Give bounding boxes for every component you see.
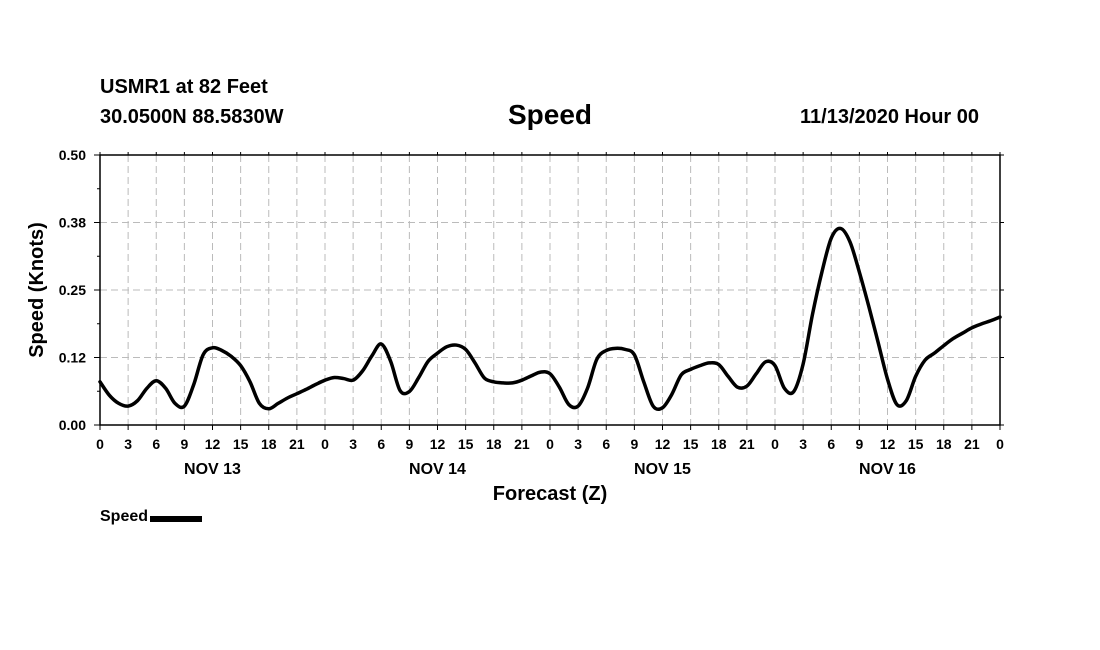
x-tick-label: 15: [908, 436, 924, 452]
x-tick-label: 12: [655, 436, 671, 452]
day-label: NOV 15: [634, 461, 691, 478]
x-tick-label: 3: [124, 436, 132, 452]
y-tick-label: 0.25: [59, 282, 86, 298]
x-tick-label: 6: [377, 436, 385, 452]
axis-ticks: [94, 152, 1004, 430]
x-axis-label: Forecast (Z): [493, 483, 607, 505]
series-layer: [98, 226, 1002, 412]
x-tick-label: 12: [430, 436, 446, 452]
x-tick-label: 15: [683, 436, 699, 452]
x-tick-label: 3: [349, 436, 357, 452]
coordinates-label: 30.0500N 88.5830W: [100, 106, 284, 128]
x-tick-label: 21: [964, 436, 980, 452]
y-tick-label: 0.50: [59, 147, 86, 163]
x-tick-label: 9: [630, 436, 638, 452]
x-tick-label: 18: [936, 436, 952, 452]
forecast-date-label: 11/13/2020 Hour 00: [800, 106, 980, 128]
x-tick-label: 9: [180, 436, 188, 452]
x-tick-label: 0: [771, 436, 779, 452]
day-label: NOV 16: [859, 461, 916, 478]
x-tick-label: 18: [486, 436, 502, 452]
x-tick-label: 12: [880, 436, 896, 452]
y-tick-label: 0.12: [59, 350, 86, 366]
x-tick-label: 18: [711, 436, 727, 452]
x-tick-label: 0: [321, 436, 329, 452]
x-tick-label: 21: [514, 436, 530, 452]
x-tick-label: 6: [152, 436, 160, 452]
chart-title: Speed: [508, 99, 593, 130]
day-label: NOV 13: [184, 461, 241, 478]
legend: Speed: [100, 508, 203, 526]
x-tick-label: 0: [546, 436, 554, 452]
x-tick-label: 9: [405, 436, 413, 452]
station-label: USMR1 at 82 Feet: [100, 76, 268, 98]
y-axis-label: Speed (Knots): [26, 222, 48, 358]
x-tick-label: 12: [205, 436, 221, 452]
day-label: NOV 14: [409, 461, 466, 478]
x-tick-label: 9: [855, 436, 863, 452]
x-tick-label: 0: [96, 436, 104, 452]
y-tick-label: 0.38: [59, 215, 86, 231]
tick-labels: 0 3 6 9 12 15 18 21 0 3 6 9 12 15 18 21 0 3 6 9 12 15 18 21 0 3 6 9…: [59, 147, 1004, 478]
x-tick-label: 6: [602, 436, 610, 452]
legend-swatch: [150, 515, 203, 522]
legend-label: Speed: [100, 508, 149, 525]
x-tick-label: 6: [827, 436, 835, 452]
x-tick-label: 21: [289, 436, 305, 452]
x-tick-label: 15: [458, 436, 474, 452]
x-tick-label: 3: [799, 436, 807, 452]
x-tick-label: 15: [233, 436, 249, 452]
series-line-speed: [98, 226, 1002, 412]
x-tick-label: 21: [739, 436, 755, 452]
x-tick-label: 18: [261, 436, 277, 452]
y-tick-label: 0.00: [59, 417, 86, 433]
x-tick-label: 0: [996, 436, 1004, 452]
x-tick-label: 3: [574, 436, 582, 452]
